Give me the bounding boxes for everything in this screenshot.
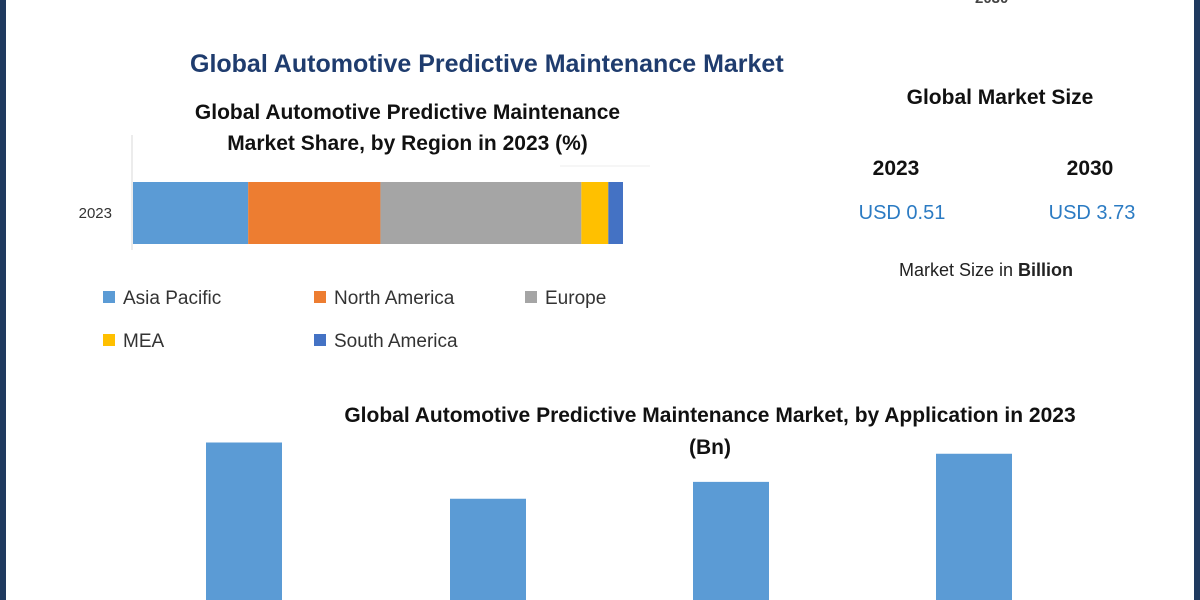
legend-item-europe: Europe bbox=[525, 288, 606, 310]
legend-label-mea: MEA bbox=[123, 331, 165, 352]
application-bar-chart bbox=[206, 442, 1012, 600]
stack-segment-asia-pacific bbox=[133, 182, 249, 244]
legend-item-north-america: North America bbox=[314, 288, 454, 310]
market-size-value-2030: USD 3.73 bbox=[1048, 202, 1136, 224]
legend-swatch-north-america bbox=[314, 291, 326, 303]
region-category-label: 2023 bbox=[79, 205, 112, 222]
legend-swatch-asia-pacific bbox=[103, 291, 115, 303]
stack-segment-north-america bbox=[248, 182, 381, 244]
top-clipped-text: 2030 bbox=[975, 0, 1008, 7]
application-chart-title: Global Automotive Predictive Maintenance… bbox=[250, 400, 1170, 464]
market-size-year-2030: 2030 bbox=[1066, 157, 1114, 180]
infographic-title: Global Automotive Predictive Maintenance… bbox=[190, 50, 784, 78]
unit-note-prefix: Market Size in bbox=[898, 260, 1014, 280]
market-size-value-2023: USD 0.51 bbox=[858, 202, 946, 224]
application-bar-1 bbox=[206, 442, 282, 600]
region-chart-title-line-2: Market Share, by Region in 2023 (%) bbox=[227, 132, 588, 155]
unit-note-bold: Billion bbox=[1018, 260, 1074, 280]
application-chart-title-line-2: (Bn) bbox=[689, 436, 731, 459]
market-size-year-2023: 2023 bbox=[872, 157, 920, 180]
legend-label-europe: Europe bbox=[545, 288, 607, 309]
stack-segment-south-america bbox=[608, 182, 623, 244]
legend-label-asia-pacific: Asia Pacific bbox=[123, 288, 222, 309]
legend-swatch-mea bbox=[103, 334, 115, 346]
legend-swatch-europe bbox=[525, 291, 537, 303]
application-bar-3 bbox=[693, 481, 769, 600]
frame-right-border bbox=[1194, 0, 1200, 600]
legend-item-asia-pacific: Asia Pacific bbox=[103, 288, 221, 310]
frame-left-border bbox=[0, 0, 6, 600]
legend-item-mea: MEA bbox=[103, 331, 164, 353]
legend-item-south-america: South America bbox=[314, 331, 458, 353]
legend-label-north-america: North America bbox=[334, 288, 455, 309]
region-chart-title: Global Automotive Predictive Maintenance… bbox=[150, 97, 665, 159]
region-stacked-bar-chart: 2023 bbox=[79, 135, 650, 250]
region-chart-title-line-1: Global Automotive Predictive Maintenance bbox=[194, 101, 621, 124]
market-size-unit-note: Market Size in Billion bbox=[856, 260, 1116, 281]
stack-segment-mea bbox=[581, 182, 609, 244]
application-bar-2 bbox=[450, 498, 526, 600]
stack-segment-europe bbox=[380, 182, 582, 244]
application-chart-title-line-1: Global Automotive Predictive Maintenance… bbox=[344, 404, 1076, 427]
application-bar-4 bbox=[936, 453, 1012, 600]
legend-label-south-america: South America bbox=[334, 331, 458, 352]
market-size-heading: Global Market Size bbox=[906, 86, 1094, 109]
legend-swatch-south-america bbox=[314, 334, 326, 346]
